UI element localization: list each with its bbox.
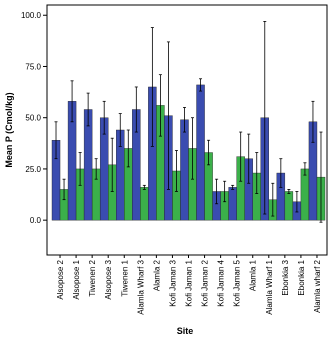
x-tick-label: Kofi Jaman 3 [168, 259, 177, 306]
y-tick-label: 25.0 [25, 165, 41, 174]
x-tick-label: Alamla wharf 2 [313, 259, 322, 312]
y-tick-label: 100.0 [21, 11, 42, 20]
bar [228, 187, 237, 221]
x-tick-label: Alamla 1 [249, 259, 258, 291]
x-tick-label: Kofi Jaman 2 [201, 259, 210, 306]
x-tick-label: Alamla 2 [152, 259, 161, 291]
y-tick-label: 0.0 [30, 216, 42, 225]
x-tick-label: Kofi Jaman 5 [233, 259, 242, 306]
y-axis-title: Mean P (Cmol/kg) [4, 92, 14, 167]
bar [140, 187, 149, 221]
x-tick-label: Alamla Wharf 3 [136, 259, 145, 314]
x-tick-label: Alamla Wharf 1 [265, 259, 274, 314]
x-tick-label: Alsopose 1 [72, 259, 81, 299]
x-tick-label: Ebonkia 3 [281, 259, 290, 295]
bar [284, 191, 294, 221]
x-tick-label: Kofi Jaman 1 [185, 259, 194, 306]
y-tick-label: 50.0 [25, 114, 41, 123]
x-tick-label: Kofi Jaman 4 [217, 259, 226, 306]
plot-frame [46, 4, 328, 256]
x-tick-label: Tiwenen 2 [88, 259, 97, 296]
bar [196, 84, 205, 221]
x-tick-label: Alsopose 3 [104, 259, 113, 299]
x-tick-label: Tiwenen 1 [120, 259, 129, 296]
y-tick-label: 75.0 [25, 62, 41, 71]
x-axis-title: Site [177, 326, 194, 336]
bar [300, 168, 310, 221]
x-tick-label: Ebonkia 1 [297, 259, 306, 295]
bar [180, 119, 189, 221]
x-tick-label: Alsopose 2 [56, 259, 65, 299]
